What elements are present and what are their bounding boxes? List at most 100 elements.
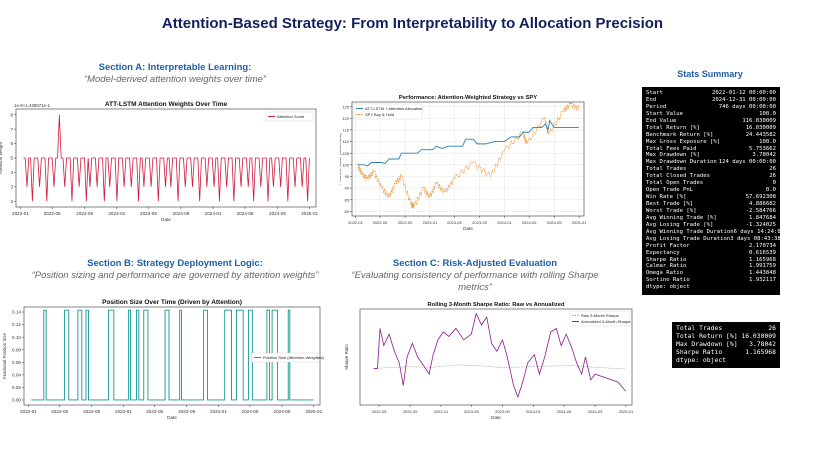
y-tick-label: 110 — [343, 139, 350, 144]
raw-sharpe-line — [373, 364, 626, 370]
section-b-subtitle: “Position sizing and performance are gov… — [31, 270, 319, 281]
x-tick-label: 2025-01 — [572, 220, 587, 225]
legend-label: Attention Score — [277, 114, 305, 119]
stats-row: Expectancy 0.616539 — [646, 250, 776, 257]
x-axis-label: Date — [167, 415, 177, 420]
x-tick-label: 2022-01 — [348, 220, 363, 225]
x-tick-label: 2023-09 — [472, 220, 487, 225]
stats-label: Expectancy — [646, 249, 680, 256]
x-tick-label: 2022-01 — [20, 409, 37, 414]
stats-summary-heading: Stats Summary — [677, 69, 743, 79]
stats-value: 24.443582 — [745, 131, 776, 138]
stats-value: 1.932117 — [749, 277, 776, 284]
y-tick-label: 0.12 — [12, 322, 21, 327]
y-tick-label: 0.06 — [12, 360, 21, 365]
annualized-sharpe-line — [373, 312, 626, 399]
y-tick-label: 125 — [342, 104, 349, 109]
strategy-line — [357, 119, 579, 167]
x-tick-label: 2024-09 — [547, 220, 562, 225]
stats-label: Sortino Ratio — [646, 277, 690, 284]
stats-label: Max Drawdown Duration — [646, 159, 717, 166]
legend-box — [569, 310, 631, 327]
y-tick-label: 8 — [10, 112, 13, 117]
stats-summary-table: Start 2022-01-12 00:00:00 End 2024-12-31 00… — [642, 87, 814, 295]
legend-box — [265, 111, 314, 122]
y-tick-label: 3 — [10, 184, 13, 189]
y-tick-label: 0.14 — [12, 310, 21, 315]
stats-value: -2.584766 — [745, 207, 776, 214]
x-tick-label: 2022-09 — [398, 220, 413, 225]
stats-label: Period — [646, 103, 667, 110]
x-tick-label: 2022-05 — [44, 211, 61, 216]
y-tick-label: 90 — [345, 186, 350, 191]
stats-value: 4.886682 — [749, 201, 776, 207]
stats-value: 2022-01-12 00:00:00 — [712, 90, 776, 96]
stats-row: Total Fees Paid 5.753662 — [646, 146, 776, 153]
x-tick-label: 2023-05 — [140, 211, 157, 216]
x-tick-label: 2024-09 — [274, 409, 291, 414]
x-tick-label: 2023-05 — [447, 220, 462, 225]
stats-label: Worst Trade [%] — [646, 207, 697, 214]
section-b-heading: Section B: Strategy Deployment Logic: — [87, 258, 263, 269]
x-tick-label: 2024-01 — [526, 409, 541, 414]
stats-label: Win Rate [%] — [646, 194, 687, 201]
x-tick-label: 2024-05 — [242, 409, 259, 414]
stats-label: Total Closed Trades — [646, 173, 710, 180]
plot-frame — [23, 306, 321, 406]
y-tick-label: 100 — [342, 162, 349, 167]
position-size-chart: 2022-01 2022-05 2022-09 2023-01 2023-05 2023-… — [2, 299, 325, 420]
y-tick-label: 0.04 — [12, 372, 21, 377]
stats-label: Avg Winning Trade Duration — [646, 228, 734, 235]
section-a-subtitle: “Model-derived attention weights over ti… — [83, 74, 267, 85]
x-tick-label: 2024-05 — [522, 220, 537, 225]
x-tick-label: 2023-09 — [495, 409, 510, 414]
spy-line — [357, 100, 580, 209]
stats-value: 2024-12-31 00:00:00 — [712, 96, 776, 103]
x-tick-label: 2022-09 — [83, 409, 100, 414]
y-tick-label: 7 — [10, 127, 13, 132]
y-tick-label: 4 — [10, 170, 13, 175]
stats-value: 6 days 14:24:00 — [733, 228, 785, 235]
y-axis-label: Fractional Position Size — [2, 333, 7, 379]
chart-title: Position Size Over Time (Driven by Atten… — [102, 299, 242, 306]
y-tick-label: 0.08 — [12, 347, 21, 352]
y-axis-label: Portfolio Value (Start=100) — [340, 133, 342, 185]
y-tick-label: 2 — [10, 199, 13, 204]
stats-row: Start 2022-01-12 00:00:00 — [646, 90, 776, 97]
key-stat-row: Total Return [%] 16.030009 — [676, 332, 776, 340]
y-tick-label: 5 — [10, 156, 13, 161]
stats-value: 57.692308 — [745, 194, 776, 201]
stats-row: Total Closed Trades 26 — [646, 173, 776, 180]
stats-row: Calmar Ratio 1.991759 — [646, 263, 776, 270]
x-tick-label: 2023-01 — [115, 409, 132, 414]
section-c-subtitle-line1: “Evaluating consistency of performance w… — [351, 270, 599, 281]
x-tick-label: 2025-01 — [619, 409, 634, 414]
stats-value: 746 days 00:00:00 — [718, 103, 776, 110]
x-tick-label: 2023-05 — [146, 409, 163, 414]
stats-value: 0.0 — [765, 187, 776, 194]
x-axis-label: Date — [463, 226, 473, 230]
stats-row: Sortino Ratio 1.932117 — [646, 277, 776, 284]
stats-value: 3.78042 — [752, 152, 776, 159]
key-stat-value: 26 — [768, 324, 776, 332]
y-tick-label: 0.10 — [12, 335, 21, 340]
x-tick-label: 2023-09 — [178, 409, 195, 414]
stats-value: 0 — [772, 180, 776, 187]
stats-label: Profit Factor — [646, 242, 690, 249]
stats-label: Total Fees Paid — [646, 145, 697, 152]
stats-value: 16.030009 — [745, 124, 776, 131]
y-axis-label: Sharpe Ratio — [344, 344, 349, 370]
key-stat-value: 16.030009 — [741, 332, 776, 340]
y-tick-label: 120 — [342, 116, 349, 121]
axis-offset-label: 1e-8+1.428571e-1 — [14, 103, 51, 108]
legend-label: Annualized 3-Month Sharpe — [581, 319, 631, 324]
stats-label: Avg Losing Trade [%] — [646, 221, 714, 228]
x-tick-label: 2022-09 — [403, 409, 418, 414]
y-tick-label: 0.00 — [12, 398, 21, 403]
stats-label: Total Open Trades — [646, 180, 704, 187]
legend-box — [251, 352, 319, 363]
stats-value: 116.030009 — [742, 117, 776, 124]
legend-label: Position Size (Attention-Weighted) — [263, 355, 325, 360]
legend-label: Raw 3-Month Sharpe — [581, 313, 620, 318]
performance-chart: 2022-01 2022-05 2022-09 2023-01 2023-05 2023-… — [340, 95, 587, 230]
